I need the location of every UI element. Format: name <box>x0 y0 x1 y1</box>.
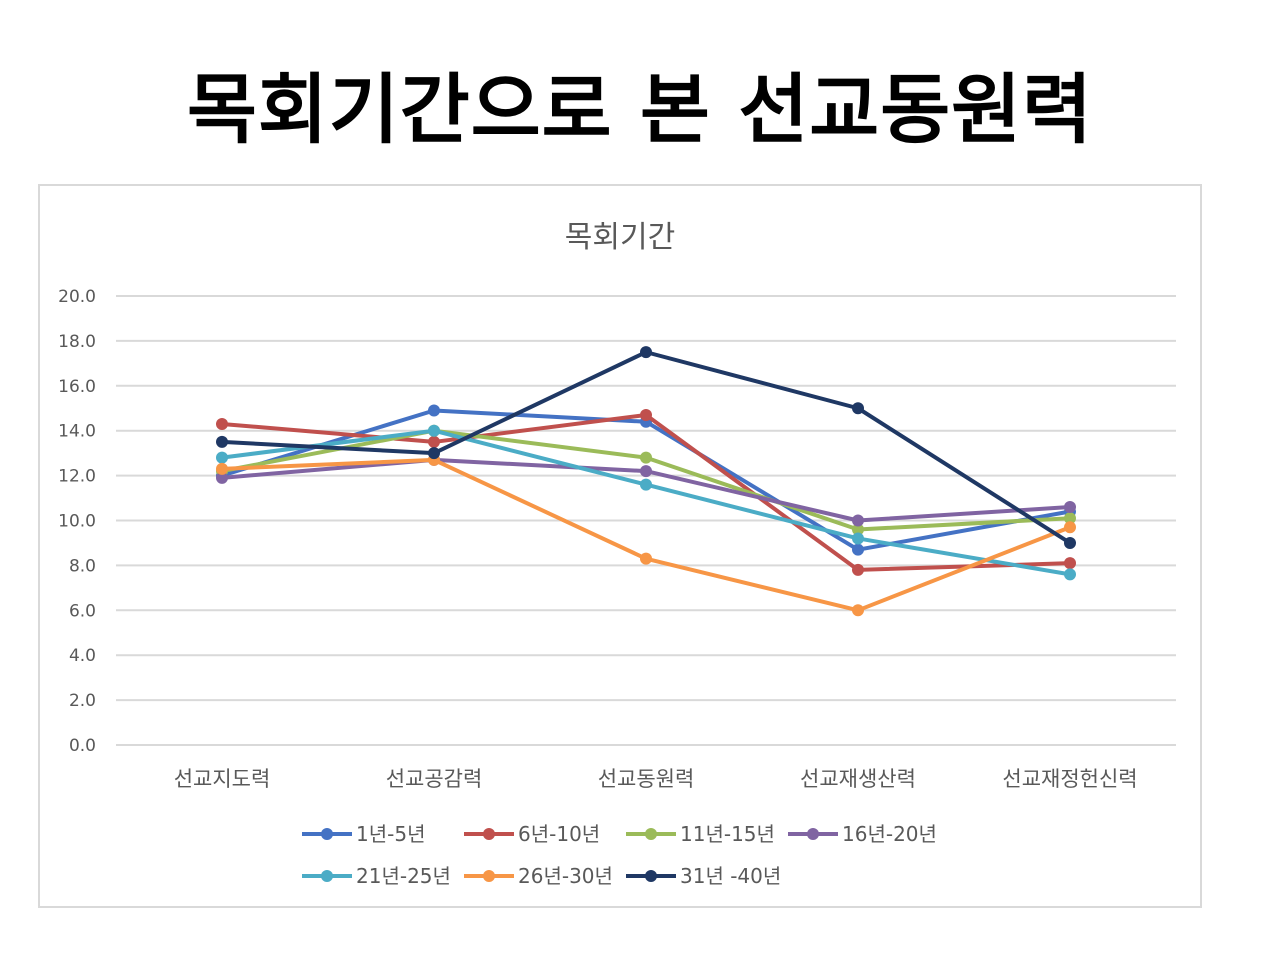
data-point <box>216 462 228 475</box>
data-point <box>428 424 440 437</box>
y-tick-label: 18.0 <box>58 332 96 352</box>
x-category-label: 선교재정헌신력 <box>1002 767 1137 791</box>
legend-swatch-marker <box>321 870 333 882</box>
page-title: 목회기간으로 본 선교동원력 <box>187 65 1093 154</box>
series-lines <box>216 346 1076 617</box>
y-tick-label: 12.0 <box>58 467 96 487</box>
data-point <box>640 552 652 565</box>
chart-frame: 목회기간 0.0 2.0 4.0 6.0 8.0 10.0 12.0 14.0 16.0 18.0… <box>38 184 1202 908</box>
data-point <box>1064 557 1076 570</box>
y-tick-label: 20.0 <box>58 287 96 307</box>
data-point <box>1064 521 1076 534</box>
legend-label: 6년-10년 <box>518 822 600 846</box>
series-4 <box>216 453 1076 527</box>
legend-label: 16년-20년 <box>842 822 937 846</box>
legend-swatch-marker <box>645 870 657 882</box>
y-tick-label: 16.0 <box>58 377 96 397</box>
data-point <box>852 604 864 617</box>
y-tick-label: 0.0 <box>69 736 96 756</box>
line-chart: 목회기간 0.0 2.0 4.0 6.0 8.0 10.0 12.0 14.0 16.0 18.0… <box>58 220 1176 888</box>
series-7 <box>216 346 1076 549</box>
data-point <box>1064 501 1076 514</box>
y-tick-label: 4.0 <box>69 646 96 666</box>
data-point <box>640 346 652 359</box>
y-tick-label: 2.0 <box>69 691 96 711</box>
data-point <box>852 543 864 556</box>
legend-item: 16년-20년 <box>788 822 937 846</box>
legend-item: 31년 -40년 <box>626 864 781 888</box>
data-point <box>216 435 228 448</box>
x-category-label: 선교동원력 <box>598 767 695 791</box>
data-point <box>216 471 228 484</box>
data-point <box>640 478 652 491</box>
legend-label: 1년-5년 <box>356 822 425 846</box>
data-point <box>852 514 864 527</box>
data-point <box>216 451 228 464</box>
data-point <box>852 563 864 576</box>
data-point <box>1064 568 1076 581</box>
legend-swatch-marker <box>483 870 495 882</box>
y-tick-label: 14.0 <box>58 422 96 442</box>
data-point <box>852 402 864 415</box>
gridlines <box>116 295 1176 746</box>
data-point <box>428 404 440 417</box>
series-5 <box>216 424 1076 581</box>
y-tick-label: 8.0 <box>69 556 96 576</box>
chart-title: 목회기간 <box>565 220 675 255</box>
data-point <box>1064 512 1076 525</box>
data-point <box>852 523 864 536</box>
legend-label: 26년-30년 <box>518 864 613 888</box>
legend-item: 6년-10년 <box>464 822 600 846</box>
x-category-label: 선교재생산력 <box>800 767 916 791</box>
legend-item: 26년-30년 <box>464 864 613 888</box>
legend-label: 31년 -40년 <box>680 864 781 888</box>
legend-swatch-marker <box>645 828 657 840</box>
legend-swatch-marker <box>483 828 495 840</box>
legend-item: 11년-15년 <box>626 822 775 846</box>
x-axis-categories: 선교지도력 선교공감력 선교동원력 선교재생산력 선교재정헌신력 <box>174 767 1138 791</box>
data-point <box>852 532 864 545</box>
x-category-label: 선교지도력 <box>174 767 271 791</box>
data-point <box>640 451 652 464</box>
legend-item: 1년-5년 <box>302 822 425 846</box>
data-point <box>216 417 228 430</box>
data-point <box>1064 536 1076 549</box>
data-point <box>640 408 652 421</box>
x-category-label: 선교공감력 <box>386 767 483 791</box>
y-axis-ticks: 0.0 2.0 4.0 6.0 8.0 10.0 12.0 14.0 16.0 18.0 20.0 <box>58 287 96 756</box>
data-point <box>428 447 440 460</box>
legend-swatch-marker <box>321 828 333 840</box>
legend-label: 21년-25년 <box>356 864 451 888</box>
y-tick-label: 6.0 <box>69 601 96 621</box>
y-tick-label: 10.0 <box>58 512 96 532</box>
legend: 1년-5년 6년-10년 11년-15년 16년-20년 21년-25년 26년-30년 3… <box>302 822 937 888</box>
legend-swatch-marker <box>807 828 819 840</box>
data-point <box>428 435 440 448</box>
legend-item: 21년-25년 <box>302 864 451 888</box>
data-point <box>640 465 652 478</box>
legend-label: 11년-15년 <box>680 822 775 846</box>
series-2 <box>216 408 1076 576</box>
